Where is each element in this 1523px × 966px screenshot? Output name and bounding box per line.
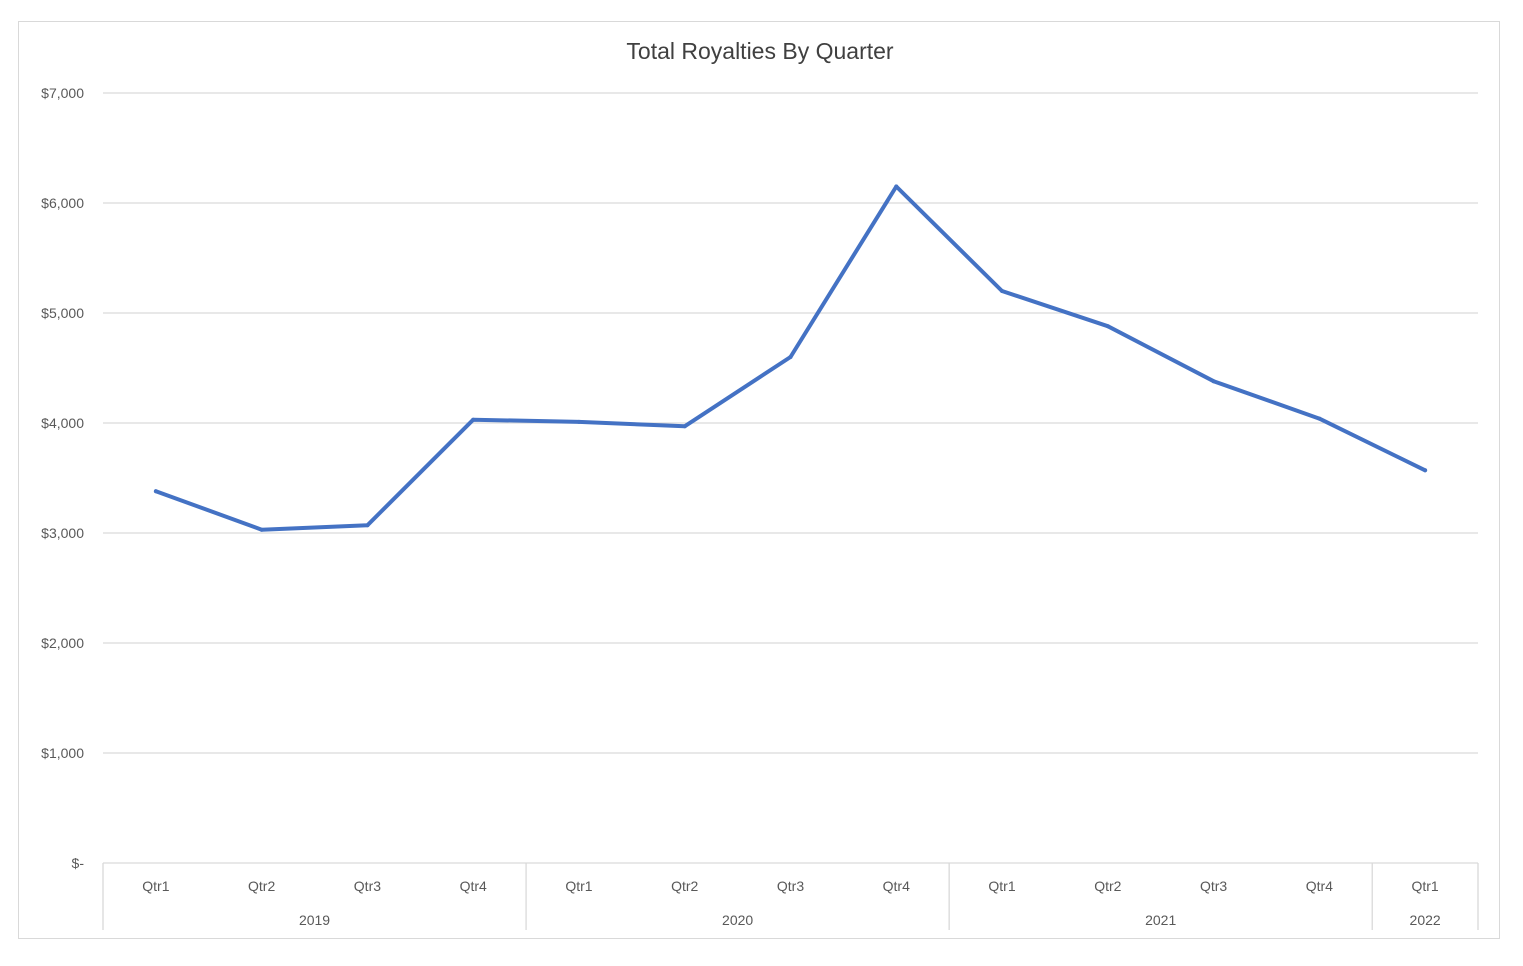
data-point [1423,468,1428,473]
y-tick-label: $- [72,855,85,871]
data-point [1000,289,1005,293]
x-tick-label: Qtr3 [777,878,804,894]
x-tick-label: Qtr4 [460,878,487,894]
x-tick-label: Qtr1 [1411,878,1438,894]
x-tick-label: Qtr2 [671,878,698,894]
data-point [576,419,581,424]
y-tick-label: $3,000 [41,525,84,541]
y-tick-label: $4,000 [41,415,84,431]
x-tick-label: Qtr4 [1306,878,1333,894]
x-tick-label: Qtr3 [1200,878,1227,894]
data-point [682,424,687,429]
y-tick-label: $5,000 [41,305,84,321]
data-point [259,527,264,532]
x-group-label: 2022 [1410,912,1441,928]
x-tick-label: Qtr2 [248,878,275,894]
chart-frame [18,21,1500,939]
data-point [471,417,476,422]
data-point [788,355,793,359]
x-tick-label: Qtr1 [565,878,592,894]
x-tick-label: Qtr2 [1094,878,1121,894]
chart-title: Total Royalties By Quarter [626,38,894,64]
y-tick-label: $6,000 [41,195,84,211]
data-point [1211,379,1216,384]
x-group-label: 2020 [722,912,753,928]
data-point [1105,324,1110,329]
data-point [894,184,899,189]
x-tick-label: Qtr1 [988,878,1015,894]
y-tick-label: $2,000 [41,635,84,651]
data-point [365,523,370,528]
x-tick-label: Qtr4 [883,878,910,894]
x-group-label: 2019 [299,912,330,928]
x-tick-label: Qtr3 [354,878,381,894]
y-tick-label: $7,000 [41,85,84,101]
x-group-label: 2021 [1145,912,1176,928]
y-tick-label: $1,000 [41,745,84,761]
data-point [153,489,158,494]
x-tick-label: Qtr1 [142,878,169,894]
data-point [1317,416,1322,421]
